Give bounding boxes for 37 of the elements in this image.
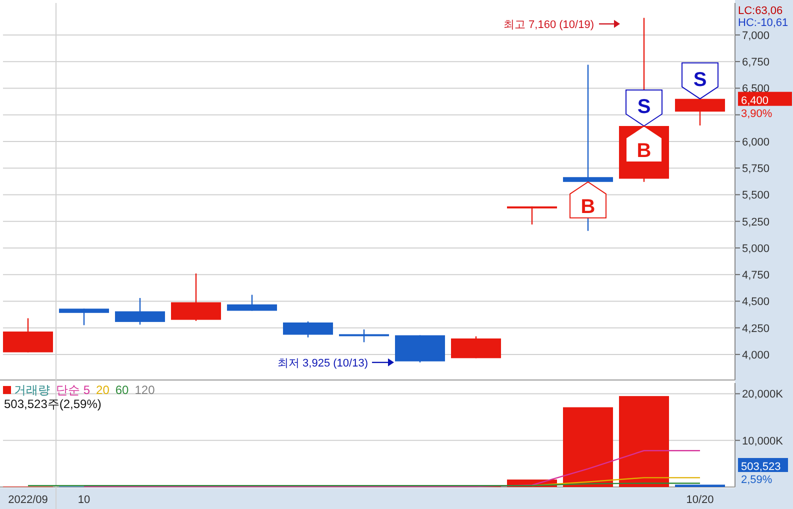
annotation: B xyxy=(580,196,596,218)
text: HC:-10,61 xyxy=(738,17,788,29)
annotation: 503,523주(2,59%) xyxy=(4,397,102,411)
x-tick-label: 10/20 xyxy=(686,494,714,506)
legend-label: 거래량 xyxy=(14,383,50,397)
annotation: 최저 3,925 (10/13) xyxy=(278,357,368,370)
text: 2,59% xyxy=(741,474,772,486)
y-tick-label: 5,250 xyxy=(742,216,770,228)
y-tick-label: 7,000 xyxy=(742,30,770,42)
text: 3,90% xyxy=(741,108,772,120)
y-tick-label: 4,750 xyxy=(742,270,770,282)
x-tick-label: 10 xyxy=(78,494,90,506)
bar xyxy=(619,396,669,487)
annotation: B xyxy=(636,140,652,162)
y-tick-label: 6,750 xyxy=(742,56,770,69)
annotation: S xyxy=(637,96,651,118)
text: LC:63,06 xyxy=(738,5,783,17)
annotation: 최고 7,160 (10/19) xyxy=(504,18,594,31)
y-tick-label: 4,500 xyxy=(742,296,770,308)
text: 20 xyxy=(96,383,110,397)
y-tick-label: 10,000K xyxy=(742,435,784,448)
y-tick-label: 6,500 xyxy=(742,83,770,96)
bar xyxy=(563,407,613,487)
text: 60 xyxy=(115,383,130,397)
legend-label: 120 xyxy=(134,383,156,397)
y-tick-label: 5,750 xyxy=(742,163,770,176)
annotation: S xyxy=(693,68,707,91)
y-tick-label: 4,000 xyxy=(742,349,770,362)
y-tick-label: 5,500 xyxy=(742,190,770,202)
y-tick-label: 4,250 xyxy=(742,322,770,335)
y-tick-label: 20,000K xyxy=(742,388,784,401)
text: 503,523 xyxy=(741,461,781,473)
y-tick-label: 5,000 xyxy=(742,242,770,255)
text: 단순 5 xyxy=(56,383,90,397)
y-tick-label: 6,000 xyxy=(742,136,770,148)
text: 6,400 xyxy=(741,94,769,107)
x-tick-label: 2022/09 xyxy=(8,494,48,506)
